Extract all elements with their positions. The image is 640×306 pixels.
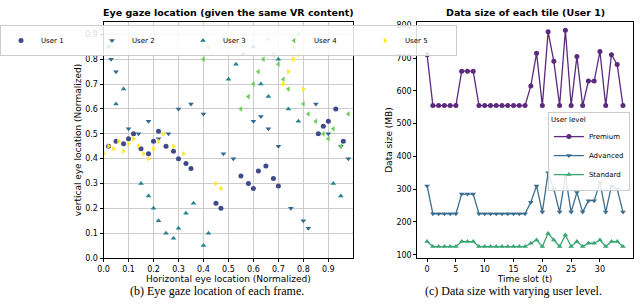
svg-text:30: 30: [595, 265, 605, 274]
svg-text:User level: User level: [551, 116, 586, 124]
svg-text:0.0: 0.0: [85, 254, 98, 263]
svg-text:Data size of each tile (User 1: Data size of each tile (User 1): [446, 7, 605, 18]
svg-text:0.7: 0.7: [85, 80, 98, 89]
svg-text:Standard: Standard: [589, 171, 621, 179]
svg-text:15: 15: [508, 265, 518, 274]
svg-text:0.5: 0.5: [222, 265, 235, 274]
svg-text:(b) Eye gaze location of each: (b) Eye gaze location of each frame.: [130, 284, 304, 298]
svg-text:User 1: User 1: [41, 37, 64, 45]
svg-text:Advanced: Advanced: [589, 152, 624, 160]
svg-text:0.2: 0.2: [147, 265, 160, 274]
svg-text:5: 5: [453, 265, 458, 274]
svg-text:Data size (MB): Data size (MB): [384, 107, 394, 173]
svg-text:0.1: 0.1: [85, 229, 98, 238]
svg-text:0.8: 0.8: [297, 265, 310, 274]
svg-text:Horizontal eye location (Norma: Horizontal eye location (Normalized): [146, 274, 311, 284]
svg-text:Eye gaze location (given the s: Eye gaze location (given the same VR con…: [103, 7, 354, 18]
svg-text:User 2: User 2: [132, 37, 155, 45]
svg-text:0.6: 0.6: [247, 265, 260, 274]
svg-text:Time slot (t): Time slot (t): [497, 274, 553, 284]
svg-text:0.9: 0.9: [322, 265, 335, 274]
svg-text:0.2: 0.2: [85, 204, 98, 213]
svg-text:Premium: Premium: [589, 133, 620, 141]
svg-text:0.4: 0.4: [197, 265, 210, 274]
svg-text:User 5: User 5: [405, 37, 428, 45]
svg-text:25: 25: [566, 265, 576, 274]
svg-text:0.5: 0.5: [85, 130, 98, 139]
svg-text:100: 100: [396, 251, 411, 260]
svg-text:10: 10: [480, 265, 490, 274]
svg-text:200: 200: [396, 218, 411, 227]
svg-text:User 3: User 3: [223, 37, 246, 45]
svg-text:0.4: 0.4: [85, 154, 98, 163]
svg-text:0.8: 0.8: [85, 55, 98, 64]
svg-text:(c) Data size with varying use: (c) Data size with varying user level.: [425, 284, 602, 298]
svg-text:700: 700: [396, 53, 412, 63]
svg-text:500: 500: [396, 119, 411, 128]
svg-text:0.7: 0.7: [272, 265, 285, 274]
svg-text:0: 0: [425, 265, 430, 274]
svg-text:vertical eye location (Normali: vertical eye location (Normalized): [73, 64, 83, 216]
svg-text:0.3: 0.3: [85, 179, 98, 188]
svg-text:User 4: User 4: [314, 37, 337, 45]
svg-text:0.3: 0.3: [172, 265, 185, 274]
svg-text:0.0: 0.0: [97, 265, 110, 274]
svg-text:0.1: 0.1: [122, 265, 135, 274]
svg-text:20: 20: [537, 265, 547, 274]
svg-text:600: 600: [396, 87, 411, 96]
svg-text:0.6: 0.6: [85, 105, 98, 114]
svg-text:400: 400: [396, 152, 411, 161]
svg-text:300: 300: [396, 185, 411, 194]
